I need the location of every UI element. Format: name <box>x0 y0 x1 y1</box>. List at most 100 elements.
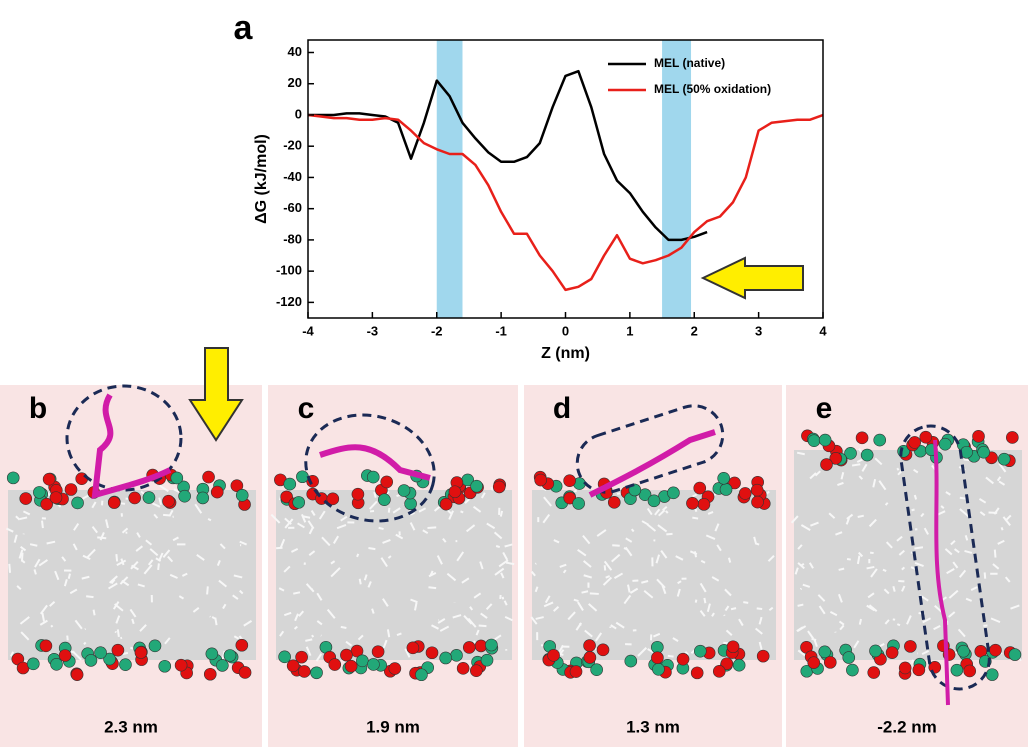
headgroup <box>95 647 107 659</box>
lipid-tail <box>357 554 358 557</box>
headgroup <box>367 658 379 670</box>
headgroup <box>159 660 171 672</box>
headgroup <box>548 649 560 661</box>
lipid-tail <box>812 639 817 640</box>
headgroup <box>20 493 32 505</box>
headgroup <box>440 498 452 510</box>
lipid-tail <box>729 558 730 563</box>
lipid-tail <box>912 660 913 664</box>
lipid-tail <box>479 626 487 627</box>
headgroup <box>143 492 155 504</box>
headgroup <box>597 644 609 656</box>
headgroup <box>352 488 364 500</box>
headgroup <box>904 640 916 652</box>
arrow <box>703 258 803 298</box>
lipid-tail <box>163 515 170 516</box>
lipid-tail <box>118 629 119 636</box>
lipid-tail <box>582 591 588 592</box>
lipid-tail <box>668 656 674 657</box>
headgroup <box>340 649 352 661</box>
lipid-tail <box>207 586 208 594</box>
headgroup <box>869 645 881 657</box>
lipid-tail <box>858 516 864 517</box>
headgroup <box>989 644 1001 656</box>
lipid-tail <box>116 554 117 561</box>
lipid-tail <box>852 464 860 465</box>
y-tick-label: 40 <box>288 44 302 59</box>
headgroup <box>356 655 368 667</box>
headgroup <box>216 659 228 671</box>
lipid-tail <box>605 565 606 570</box>
headgroup <box>311 667 323 679</box>
headgroup <box>713 665 725 677</box>
headgroup <box>85 654 97 666</box>
headgroup <box>345 660 357 672</box>
lipid-tail <box>914 547 923 548</box>
headgroup <box>694 645 706 657</box>
y-tick-label: -60 <box>283 200 302 215</box>
panel-caption: 1.9 nm <box>366 717 420 736</box>
lipid-layer <box>8 490 256 660</box>
headgroup <box>570 666 582 678</box>
lipid-tail <box>883 570 886 571</box>
lipid-tail <box>115 631 116 632</box>
panel-label: a <box>234 9 254 47</box>
lipid-tail <box>427 527 436 528</box>
headgroup <box>27 658 39 670</box>
panel-label: e <box>816 392 833 425</box>
headgroup <box>296 471 308 483</box>
headgroup <box>751 484 763 496</box>
headgroup <box>135 646 147 658</box>
headgroup <box>861 449 873 461</box>
headgroup <box>162 495 174 507</box>
headgroup <box>372 646 384 658</box>
lipid-tail <box>839 569 844 570</box>
headgroup <box>584 640 596 652</box>
headgroup <box>843 652 855 664</box>
x-tick-label: 4 <box>819 323 827 338</box>
lipid-tail <box>503 597 504 599</box>
lipid-tail <box>428 587 436 588</box>
headgroup <box>808 435 820 447</box>
headgroup <box>986 669 998 681</box>
headgroup <box>197 492 209 504</box>
lipid-tail <box>215 618 216 625</box>
headgroup <box>33 486 45 498</box>
lipid-tail <box>158 563 159 570</box>
headgroup <box>59 650 71 662</box>
headgroup <box>449 486 461 498</box>
lipid-tail <box>491 487 492 490</box>
x-tick-label: 0 <box>562 323 569 338</box>
headgroup <box>203 471 215 483</box>
headgroup <box>108 497 120 509</box>
headgroup <box>868 667 880 679</box>
panel-label: c <box>298 392 315 425</box>
headgroup <box>279 651 291 663</box>
y-tick-label: -80 <box>283 231 302 246</box>
headgroup <box>752 496 764 508</box>
headgroup <box>591 664 603 676</box>
lipid-tail <box>379 528 384 529</box>
lipid-tail <box>132 619 133 624</box>
headgroup <box>973 430 985 442</box>
x-tick-label: 1 <box>626 323 633 338</box>
lipid-tail <box>704 598 705 603</box>
headgroup <box>389 663 401 675</box>
lipid-tail <box>388 629 389 637</box>
headgroup <box>470 665 482 677</box>
headgroup <box>648 495 660 507</box>
headgroup <box>451 649 463 661</box>
headgroup <box>381 476 393 488</box>
lipid-tail <box>860 619 861 625</box>
headgroup <box>224 649 236 661</box>
headgroup <box>415 669 427 681</box>
headgroup <box>119 659 131 671</box>
lipid-tail <box>69 574 70 579</box>
legend-label: MEL (50% oxidation) <box>654 82 771 96</box>
lipid-tail <box>293 592 300 593</box>
headgroup <box>65 483 77 495</box>
y-tick-label: 0 <box>295 106 302 121</box>
lipid-tail <box>34 569 35 574</box>
headgroup <box>440 652 452 664</box>
